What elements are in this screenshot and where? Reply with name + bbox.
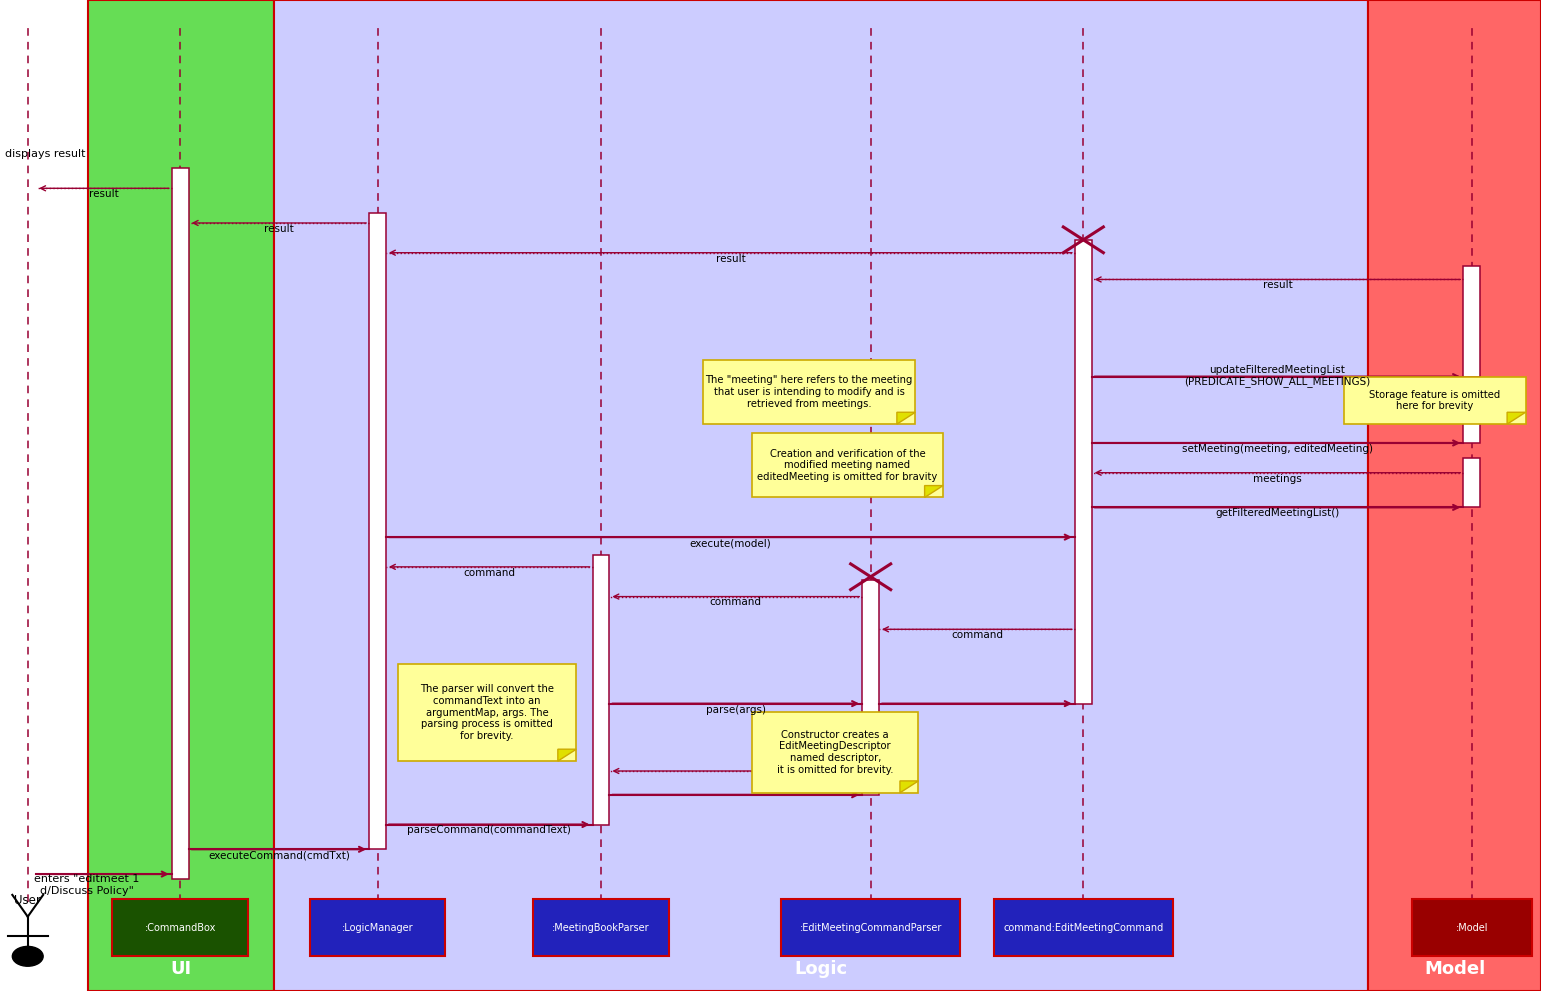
Text: Creation and verification of the
modified meeting named
editedMeeting is omitted: Creation and verification of the modifie… [758,449,937,482]
Text: meetings: meetings [1253,474,1302,484]
Bar [703,360,915,424]
Polygon shape [925,486,943,497]
FancyBboxPatch shape [781,899,960,956]
Bar [1462,266,1479,377]
Text: Logic: Logic [795,960,848,978]
Text: setMeeting(meeting, editedMeeting): setMeeting(meeting, editedMeeting) [1182,444,1373,454]
FancyBboxPatch shape [112,899,248,956]
Text: execute(model): execute(model) [689,538,772,548]
Text: :MeetingBookParser: :MeetingBookParser [552,923,650,933]
Text: command: command [951,630,1003,640]
Bar [88,0,274,991]
Text: result: result [89,189,119,199]
Text: :LogicManager: :LogicManager [342,923,413,933]
Circle shape [12,946,43,966]
Text: parse(args): parse(args) [706,705,766,715]
Bar [173,168,188,879]
Bar [1368,0,1541,991]
Text: parseCommand(commandText): parseCommand(commandText) [407,826,572,835]
Polygon shape [897,412,915,424]
Text: result: result [1262,280,1293,290]
Bar [398,664,576,761]
Text: :Model: :Model [1455,923,1489,933]
Text: The parser will convert the
commandText into an
argumentMap, args. The
parsing p: The parser will convert the commandText … [421,685,553,740]
Bar [370,213,385,849]
Polygon shape [558,749,576,761]
Bar [592,555,609,825]
FancyBboxPatch shape [1412,899,1532,956]
Text: enters "editmeet 1
d/Discuss Policy": enters "editmeet 1 d/Discuss Policy" [34,874,139,896]
Text: command: command [710,598,761,607]
Text: result: result [715,254,746,264]
Text: command: command [464,568,515,578]
Text: executeCommand(cmdTxt): executeCommand(cmdTxt) [208,850,350,860]
FancyBboxPatch shape [994,899,1173,956]
Text: command:EditMeetingCommand: command:EditMeetingCommand [1003,923,1163,933]
FancyBboxPatch shape [533,899,669,956]
Bar [752,433,943,497]
Text: User: User [14,894,42,907]
Polygon shape [900,781,918,793]
FancyBboxPatch shape [310,899,445,956]
Text: :CommandBox: :CommandBox [145,923,216,933]
Text: getFilteredMeetingList(): getFilteredMeetingList() [1216,508,1339,518]
Text: updateFilteredMeetingList
(PREDICATE_SHOW_ALL_MEETINGS): updateFilteredMeetingList (PREDICATE_SHO… [1185,365,1370,387]
Text: displays result: displays result [5,149,85,159]
Text: Constructor creates a
EditMeetingDescriptor
named descriptor,
it is omitted for : Constructor creates a EditMeetingDescrip… [777,729,894,775]
Bar [1462,418,1479,443]
Text: Model: Model [1424,960,1486,978]
Polygon shape [1507,412,1526,424]
Text: The "meeting" here refers to the meeting
that user is intending to modify and is: The "meeting" here refers to the meeting… [706,376,912,408]
Bar [861,580,878,795]
Bar [274,0,1368,991]
Text: UI: UI [171,960,191,978]
Text: Storage feature is omitted
here for brevity: Storage feature is omitted here for brev… [1368,389,1501,411]
Bar [1462,458,1479,507]
Text: :EditMeetingCommandParser: :EditMeetingCommandParser [800,923,942,933]
Bar [1076,240,1091,704]
Bar [752,712,918,793]
Text: result: result [264,224,294,234]
Bar [1344,377,1526,424]
